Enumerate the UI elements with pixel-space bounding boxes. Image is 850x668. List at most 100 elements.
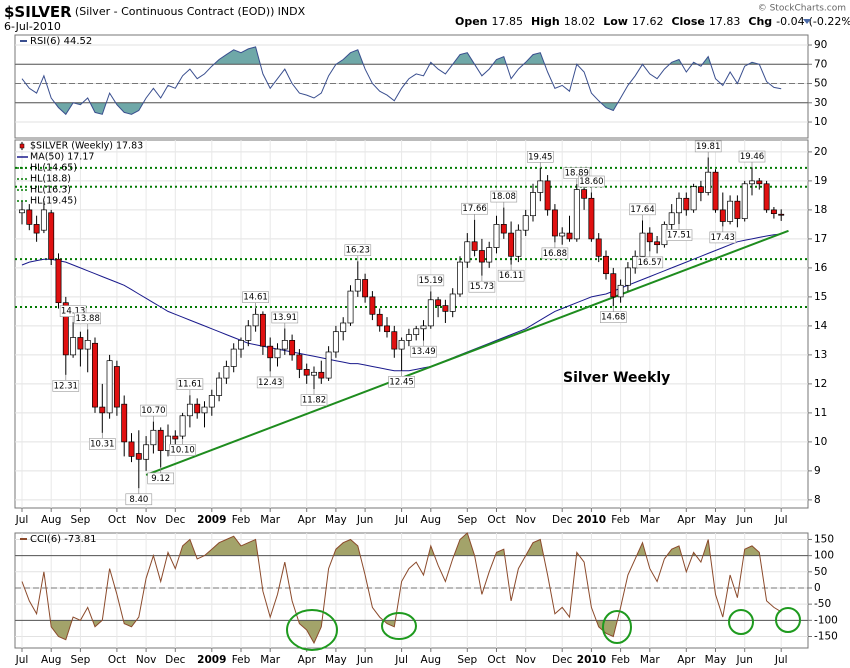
candle-body bbox=[55, 258, 62, 304]
candle-body bbox=[26, 209, 33, 225]
annotation-box bbox=[271, 311, 299, 324]
legend-label: HL(14.65) bbox=[30, 163, 77, 174]
circle bbox=[602, 610, 632, 644]
x-tick-label: Oct bbox=[108, 514, 126, 526]
trendline bbox=[145, 229, 789, 476]
x-tick-label: Oct bbox=[108, 654, 126, 666]
x-tick-label: Apr bbox=[677, 514, 696, 526]
candle-body bbox=[303, 369, 310, 376]
candle-body bbox=[770, 209, 777, 215]
annotation-box bbox=[344, 244, 372, 257]
annotation-box bbox=[410, 345, 437, 358]
candle-body bbox=[106, 360, 113, 414]
quote-label: Chg bbox=[748, 15, 772, 28]
annotation-box bbox=[709, 231, 737, 244]
y-tick-label: -50 bbox=[814, 598, 831, 610]
x-tick-label: 2009 bbox=[197, 654, 226, 666]
x-tick-label: Feb bbox=[232, 654, 251, 666]
candle-body bbox=[201, 406, 208, 414]
candle-body bbox=[741, 183, 748, 219]
x-tick-label: Jun bbox=[356, 514, 373, 526]
annotation-label: 9.12 bbox=[151, 474, 170, 484]
y-tick-label: 70 bbox=[814, 58, 827, 70]
annotation-label: 16.88 bbox=[543, 249, 567, 259]
candle-body bbox=[398, 340, 405, 350]
quote: Open 17.85 High 18.02 Low 17.62 Close 17.83 Chg -… bbox=[455, 15, 850, 28]
x-tick-label: Dec bbox=[165, 654, 186, 666]
annotation-box bbox=[89, 438, 116, 450]
candle-body bbox=[113, 366, 120, 408]
candle-body bbox=[522, 215, 529, 231]
x-tick-label: Jun bbox=[735, 654, 752, 666]
x-tick-label: Aug bbox=[421, 514, 442, 526]
quote-value: -0.04 bbox=[776, 15, 804, 28]
x-tick-label: Jul bbox=[774, 514, 788, 526]
annotation-box bbox=[468, 280, 496, 293]
x-tick-label: Nov bbox=[136, 654, 157, 666]
annotation-label: 10.70 bbox=[141, 406, 165, 416]
chart-annotation: Silver Weekly bbox=[563, 370, 670, 386]
candle-body bbox=[84, 340, 91, 350]
y-tick-label: 50 bbox=[814, 566, 827, 578]
candle-body bbox=[208, 395, 215, 408]
x-tick-label: Apr bbox=[298, 654, 317, 666]
annotation-box bbox=[52, 380, 80, 392]
x-tick-label: Aug bbox=[41, 654, 62, 666]
candle-body bbox=[610, 273, 617, 298]
x-tick-label: Nov bbox=[136, 514, 157, 526]
y-tick-label: 30 bbox=[814, 97, 827, 109]
annotation-box bbox=[541, 247, 569, 260]
candle-body bbox=[19, 209, 25, 214]
x-tick-label: Jul bbox=[15, 654, 29, 666]
annotation-box bbox=[461, 202, 488, 215]
candle-body bbox=[150, 429, 157, 446]
legend-label: HL(18.8) bbox=[30, 174, 71, 185]
candle-body bbox=[646, 232, 653, 243]
candle-body bbox=[683, 197, 690, 211]
x-tick-label: Nov bbox=[515, 654, 536, 666]
quote-label: Low bbox=[603, 15, 628, 28]
candle-body bbox=[676, 197, 682, 214]
x-tick-label: Sep bbox=[457, 514, 477, 526]
x-tick-label: Jul bbox=[394, 514, 408, 526]
annotation-label: 14.68 bbox=[601, 313, 625, 323]
band-fill bbox=[22, 533, 782, 556]
y-tick-label: 50 bbox=[814, 78, 827, 90]
candle-body bbox=[179, 415, 186, 437]
candle-body bbox=[420, 325, 427, 330]
x-tick-label: Apr bbox=[298, 514, 317, 526]
candle-body bbox=[486, 247, 493, 263]
annotation-label: 17.43 bbox=[711, 233, 735, 243]
annotation-box bbox=[636, 256, 664, 269]
candle-body bbox=[464, 241, 471, 263]
candle-body bbox=[493, 224, 500, 248]
indicator-line bbox=[21, 532, 782, 645]
candle-body bbox=[566, 232, 573, 240]
legend-label: MA(50) 17.17 bbox=[30, 152, 94, 163]
circle bbox=[775, 607, 801, 633]
annotation-box bbox=[629, 203, 656, 216]
annotation-label: 11.61 bbox=[178, 380, 202, 390]
candle-body bbox=[734, 200, 741, 219]
y-tick-label: 9 bbox=[814, 465, 821, 477]
candle-body bbox=[33, 224, 40, 234]
candle-body bbox=[537, 180, 544, 193]
x-tick-label: Jul bbox=[394, 654, 408, 666]
candle-body bbox=[157, 429, 164, 451]
candle-body bbox=[471, 241, 478, 251]
y-tick-label: 15 bbox=[814, 291, 827, 303]
legend-label: $SILVER (Weekly) 17.83 bbox=[30, 141, 143, 152]
x-tick-label: Aug bbox=[41, 514, 62, 526]
annotation-box bbox=[490, 190, 518, 203]
annotation-box bbox=[694, 140, 722, 153]
annotation-label: 14.13 bbox=[61, 307, 85, 317]
candle-body bbox=[267, 345, 274, 359]
annotation-label: 13.49 bbox=[411, 347, 435, 357]
annotation-box bbox=[59, 305, 87, 317]
candle-body bbox=[165, 435, 171, 451]
candle-body bbox=[515, 229, 522, 257]
quote-label: Open bbox=[455, 15, 488, 28]
candle-body bbox=[588, 197, 595, 240]
candle-body bbox=[405, 334, 412, 341]
candle-body bbox=[756, 180, 763, 185]
